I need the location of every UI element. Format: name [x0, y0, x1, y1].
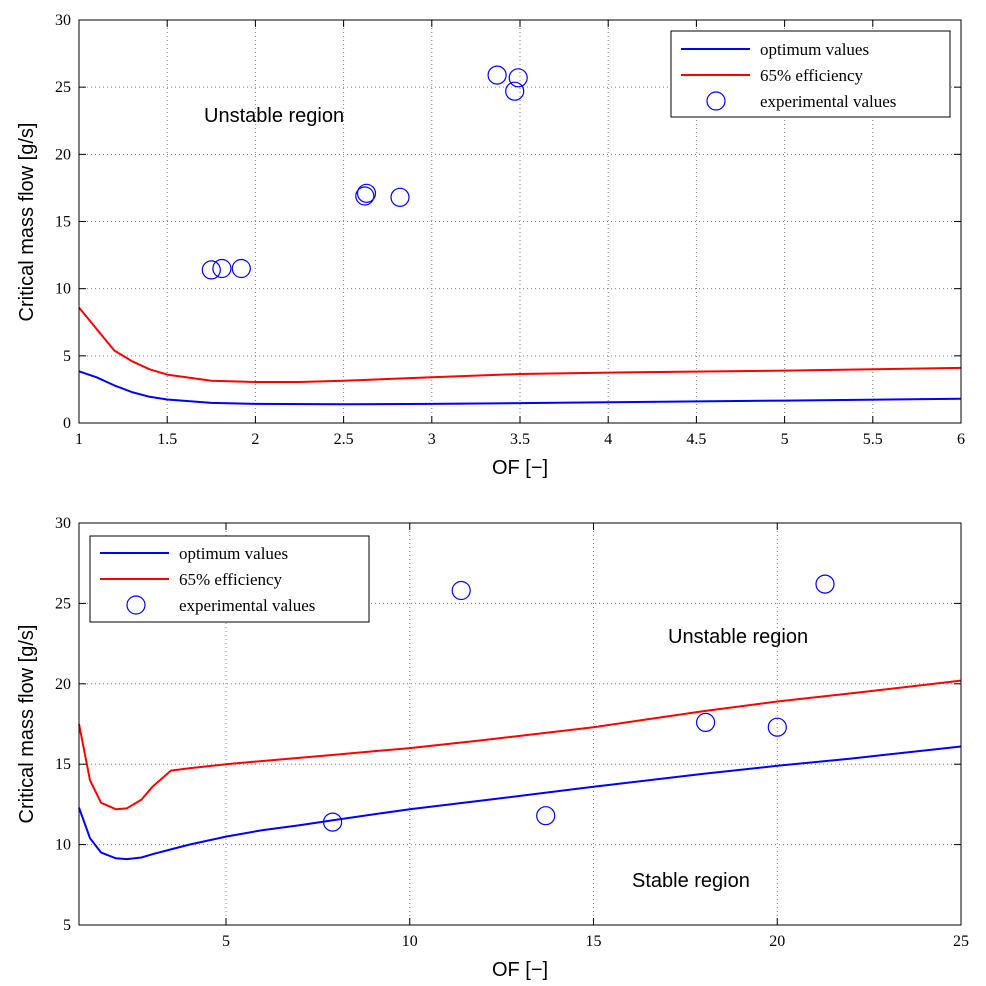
top-x-tick-label: 4.5	[686, 431, 706, 448]
top-x-tick-label: 3.5	[510, 431, 530, 448]
bottom-series	[78, 574, 962, 861]
bottom-legend-swatch-experimental	[126, 595, 146, 615]
bottom-legend: optimum values 65% efficiency experiment…	[89, 535, 370, 623]
bottom-x-tick-label: 10	[402, 933, 418, 950]
top-series-line-optimum-values	[78, 370, 962, 406]
top-legend-swatch-experimental	[706, 91, 726, 111]
top-x-tick-label: 5	[781, 431, 789, 448]
top-x-tick-label: 2	[251, 431, 259, 448]
top-y-tick-label: 30	[55, 12, 71, 29]
bottom-series-line-65-efficiency	[78, 679, 962, 811]
bottom-chart: 5 10 15 20 25 5 10 15 20 25 30 OF [−] Critical mas…	[16, 515, 969, 981]
bottom-legend-label-experimental: experimental values	[179, 596, 315, 615]
top-x-tick-label: 3	[428, 431, 436, 448]
top-data-point-experimental-values	[355, 186, 375, 206]
bottom-annotation-unstable-region: Unstable region	[668, 626, 808, 648]
bottom-y-tick-label: 25	[55, 595, 71, 612]
top-x-tick-label: 5.5	[863, 431, 883, 448]
bottom-legend-box	[89, 535, 370, 623]
top-x-tick-label: 1.5	[157, 431, 177, 448]
top-y-tick-label: 15	[55, 214, 71, 231]
top-y-tick-label: 25	[55, 79, 71, 96]
bottom-data-point-experimental-values	[536, 806, 556, 826]
bottom-x-tick-label: 20	[769, 933, 785, 950]
top-data-point-experimental-values	[201, 260, 221, 280]
top-x-tick-label: 6	[957, 431, 965, 448]
bottom-annotation-stable-region: Stable region	[632, 870, 750, 892]
bottom-y-tick-label: 15	[55, 756, 71, 773]
top-legend: optimum values 65% efficiency experiment…	[670, 30, 951, 118]
bottom-x-tick-label: 5	[222, 933, 230, 950]
bottom-legend-label-optimum: optimum values	[179, 544, 288, 563]
bottom-x-tick-label: 25	[953, 933, 969, 950]
top-annotation-unstable-region: Unstable region	[204, 105, 344, 127]
top-x-tick-label: 4	[604, 431, 612, 448]
bottom-y-tick-label: 20	[55, 676, 71, 693]
bottom-axes-frame	[78, 522, 962, 926]
top-legend-label-optimum: optimum values	[760, 40, 869, 59]
top-y-tick-label: 20	[55, 146, 71, 163]
top-legend-label-experimental: experimental values	[760, 92, 896, 111]
bottom-y-axis-label: Critical mass flow [g/s]	[16, 625, 38, 824]
bottom-grid	[79, 523, 961, 925]
top-ticks: 1 1.5 2 2.5 3 3.5 4 4.5 5 5.5 6 0 5 10 15 20 25 30	[55, 12, 965, 448]
bottom-ticks: 5 10 15 20 25 5 10 15 20 25 30	[55, 515, 969, 950]
top-data-point-experimental-values	[505, 81, 525, 101]
bottom-data-point-experimental-values	[815, 574, 835, 594]
top-y-tick-label: 5	[63, 348, 71, 365]
top-y-axis-label: Critical mass flow [g/s]	[16, 123, 38, 322]
bottom-data-point-experimental-values	[451, 580, 471, 601]
top-legend-label-efficiency: 65% efficiency	[760, 66, 864, 85]
top-chart: 1 1.5 2 2.5 3 3.5 4 4.5 5 5.5 6 0 5 10 15 20 25 30 OF [−]…	[16, 12, 965, 479]
top-data-point-experimental-values	[390, 187, 410, 207]
top-x-tick-label: 1	[75, 431, 83, 448]
bottom-series-line-optimum-values	[78, 745, 962, 861]
top-data-point-experimental-values	[487, 65, 507, 85]
bottom-x-axis-label: OF [−]	[492, 959, 548, 981]
bottom-data-point-experimental-values	[323, 812, 343, 832]
bottom-data-point-experimental-values	[767, 717, 787, 737]
bottom-x-tick-label: 15	[586, 933, 602, 950]
bottom-legend-label-efficiency: 65% efficiency	[179, 570, 283, 589]
bottom-y-tick-label: 10	[55, 837, 71, 854]
bottom-y-tick-label: 30	[55, 515, 71, 532]
top-data-point-experimental-values	[508, 68, 528, 88]
top-data-point-experimental-values	[356, 183, 377, 203]
bottom-y-tick-label: 5	[63, 917, 71, 934]
top-series	[78, 65, 962, 406]
top-series-line-65-efficiency	[78, 306, 962, 383]
top-x-axis-label: OF [−]	[492, 457, 548, 479]
top-y-tick-label: 10	[55, 281, 71, 298]
top-data-point-experimental-values	[231, 258, 251, 279]
top-x-tick-label: 2.5	[334, 431, 354, 448]
bottom-data-point-experimental-values	[695, 712, 716, 733]
top-data-point-experimental-values	[212, 258, 232, 279]
top-y-tick-label: 0	[63, 415, 71, 432]
